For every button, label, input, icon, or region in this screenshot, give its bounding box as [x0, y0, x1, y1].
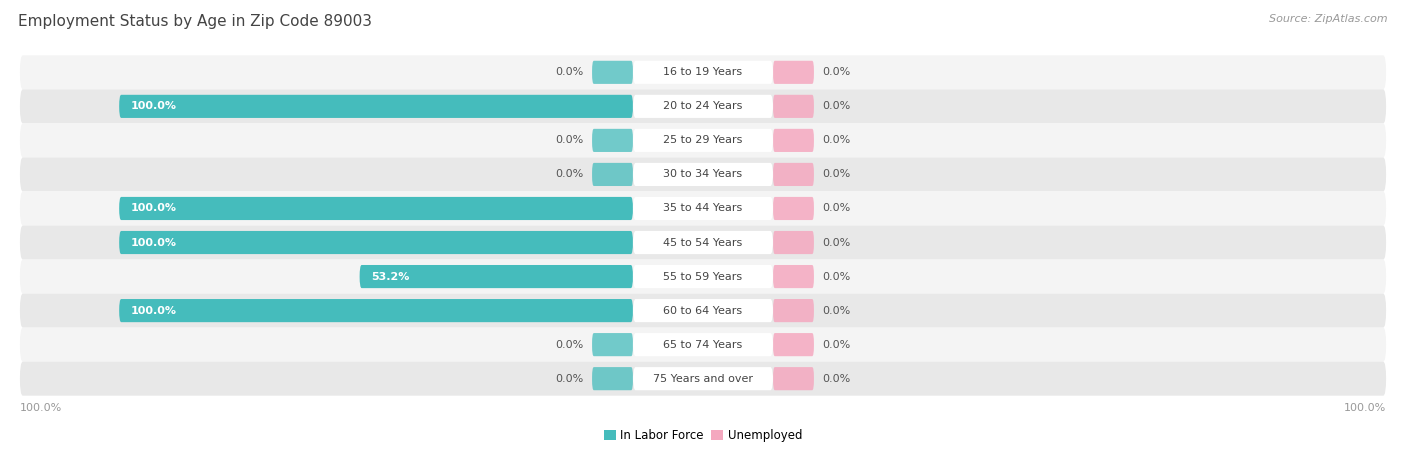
- FancyBboxPatch shape: [633, 129, 773, 152]
- FancyBboxPatch shape: [773, 231, 814, 254]
- FancyBboxPatch shape: [20, 259, 1386, 294]
- FancyBboxPatch shape: [20, 362, 1386, 396]
- FancyBboxPatch shape: [360, 265, 633, 288]
- Text: 65 to 74 Years: 65 to 74 Years: [664, 340, 742, 350]
- Text: 100.0%: 100.0%: [131, 306, 177, 316]
- FancyBboxPatch shape: [120, 231, 633, 254]
- Text: Employment Status by Age in Zip Code 89003: Employment Status by Age in Zip Code 890…: [18, 14, 373, 28]
- FancyBboxPatch shape: [633, 367, 773, 390]
- FancyBboxPatch shape: [633, 265, 773, 288]
- FancyBboxPatch shape: [633, 163, 773, 186]
- Text: 16 to 19 Years: 16 to 19 Years: [664, 67, 742, 77]
- FancyBboxPatch shape: [20, 192, 1386, 226]
- FancyBboxPatch shape: [120, 197, 633, 220]
- Legend: In Labor Force, Unemployed: In Labor Force, Unemployed: [599, 424, 807, 447]
- FancyBboxPatch shape: [773, 367, 814, 390]
- Text: 55 to 59 Years: 55 to 59 Years: [664, 272, 742, 281]
- FancyBboxPatch shape: [773, 95, 814, 118]
- FancyBboxPatch shape: [592, 163, 633, 186]
- FancyBboxPatch shape: [773, 197, 814, 220]
- Text: 35 to 44 Years: 35 to 44 Years: [664, 203, 742, 213]
- FancyBboxPatch shape: [633, 333, 773, 356]
- FancyBboxPatch shape: [773, 299, 814, 322]
- FancyBboxPatch shape: [20, 294, 1386, 327]
- FancyBboxPatch shape: [633, 95, 773, 118]
- Text: Source: ZipAtlas.com: Source: ZipAtlas.com: [1270, 14, 1388, 23]
- Text: 0.0%: 0.0%: [823, 272, 851, 281]
- FancyBboxPatch shape: [120, 95, 633, 118]
- FancyBboxPatch shape: [773, 333, 814, 356]
- Text: 0.0%: 0.0%: [555, 170, 583, 179]
- Text: 0.0%: 0.0%: [823, 203, 851, 213]
- FancyBboxPatch shape: [633, 299, 773, 322]
- Text: 60 to 64 Years: 60 to 64 Years: [664, 306, 742, 316]
- FancyBboxPatch shape: [773, 129, 814, 152]
- Text: 0.0%: 0.0%: [823, 374, 851, 384]
- Text: 100.0%: 100.0%: [20, 403, 62, 413]
- FancyBboxPatch shape: [20, 226, 1386, 259]
- FancyBboxPatch shape: [20, 55, 1386, 89]
- FancyBboxPatch shape: [20, 124, 1386, 157]
- Text: 100.0%: 100.0%: [131, 238, 177, 248]
- Text: 0.0%: 0.0%: [555, 135, 583, 145]
- Text: 0.0%: 0.0%: [555, 340, 583, 350]
- Text: 0.0%: 0.0%: [823, 67, 851, 77]
- Text: 75 Years and over: 75 Years and over: [652, 374, 754, 384]
- Text: 20 to 24 Years: 20 to 24 Years: [664, 101, 742, 111]
- Text: 0.0%: 0.0%: [823, 170, 851, 179]
- FancyBboxPatch shape: [633, 61, 773, 84]
- Text: 0.0%: 0.0%: [823, 340, 851, 350]
- FancyBboxPatch shape: [592, 333, 633, 356]
- Text: 30 to 34 Years: 30 to 34 Years: [664, 170, 742, 179]
- Text: 53.2%: 53.2%: [371, 272, 409, 281]
- Text: 0.0%: 0.0%: [823, 238, 851, 248]
- FancyBboxPatch shape: [120, 299, 633, 322]
- FancyBboxPatch shape: [773, 265, 814, 288]
- Text: 0.0%: 0.0%: [823, 306, 851, 316]
- FancyBboxPatch shape: [592, 367, 633, 390]
- Text: 100.0%: 100.0%: [131, 203, 177, 213]
- FancyBboxPatch shape: [633, 231, 773, 254]
- Text: 0.0%: 0.0%: [823, 101, 851, 111]
- FancyBboxPatch shape: [633, 197, 773, 220]
- FancyBboxPatch shape: [592, 129, 633, 152]
- FancyBboxPatch shape: [20, 157, 1386, 192]
- Text: 0.0%: 0.0%: [555, 374, 583, 384]
- Text: 0.0%: 0.0%: [823, 135, 851, 145]
- FancyBboxPatch shape: [773, 61, 814, 84]
- FancyBboxPatch shape: [592, 61, 633, 84]
- FancyBboxPatch shape: [773, 163, 814, 186]
- FancyBboxPatch shape: [20, 327, 1386, 362]
- Text: 25 to 29 Years: 25 to 29 Years: [664, 135, 742, 145]
- FancyBboxPatch shape: [20, 89, 1386, 124]
- Text: 100.0%: 100.0%: [131, 101, 177, 111]
- Text: 0.0%: 0.0%: [555, 67, 583, 77]
- Text: 45 to 54 Years: 45 to 54 Years: [664, 238, 742, 248]
- Text: 100.0%: 100.0%: [1344, 403, 1386, 413]
